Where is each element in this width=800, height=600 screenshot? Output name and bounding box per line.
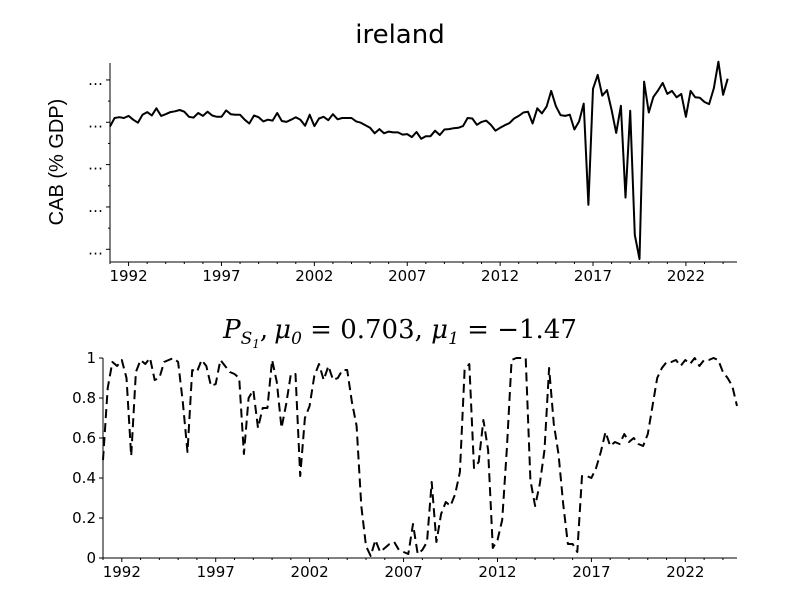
y-tick-label: 0	[86, 549, 96, 567]
cab-panel: ireland CAB (% GDP) 1992 1997 2002 2007 2012…	[46, 20, 737, 285]
cab-axes	[109, 63, 737, 263]
y-tick-label: …	[88, 113, 103, 131]
x-tick-label: 2012	[481, 267, 519, 285]
x-tick-label: 2022	[667, 267, 705, 285]
y-tick-label: …	[88, 198, 103, 216]
x-tick-label: 2007	[384, 563, 422, 581]
cab-ticks: 1992 1997 2002 2007 2012 2017 2022 … … … … …	[88, 71, 724, 285]
y-tick-label: 0.8	[72, 389, 96, 407]
probability-chart-title: PS1, μ0 = 0.703, μ1 = −1.47	[222, 315, 577, 351]
x-tick-label: 1992	[109, 267, 147, 285]
y-tick-label: 0.6	[72, 429, 96, 447]
probability-panel: PS1, μ0 = 0.703, μ1 = −1.47 1992 1997 2002 2…	[72, 315, 738, 581]
cab-y-axis-label: CAB (% GDP)	[46, 99, 68, 226]
probability-ticks: 1992 1997 2002 2007 2012 2017 2022 0 0.2 0.4 0.6 0.…	[72, 349, 724, 581]
y-tick-label: …	[88, 156, 103, 174]
cab-series-line	[109, 60, 729, 260]
probability-series-line	[102, 357, 738, 557]
x-tick-label: 2017	[574, 267, 612, 285]
x-tick-label: 2007	[388, 267, 426, 285]
y-tick-label: 0.4	[72, 469, 96, 487]
x-tick-label: 1997	[202, 267, 240, 285]
cab-series	[109, 60, 729, 260]
x-tick-label: 1992	[103, 563, 141, 581]
y-tick-label: 0.2	[72, 509, 96, 527]
probability-axes	[102, 358, 737, 559]
x-tick-label: 2012	[478, 563, 516, 581]
x-tick-label: 2002	[295, 267, 333, 285]
x-tick-label: 2017	[572, 563, 610, 581]
x-tick-label: 2002	[291, 563, 329, 581]
y-tick-label: …	[88, 240, 103, 258]
probability-series	[102, 357, 738, 557]
x-tick-label: 1997	[197, 563, 235, 581]
x-tick-label: 2022	[666, 563, 704, 581]
cab-chart-title: ireland	[355, 20, 444, 50]
y-tick-label: …	[88, 71, 103, 89]
y-tick-label: 1	[86, 349, 96, 367]
